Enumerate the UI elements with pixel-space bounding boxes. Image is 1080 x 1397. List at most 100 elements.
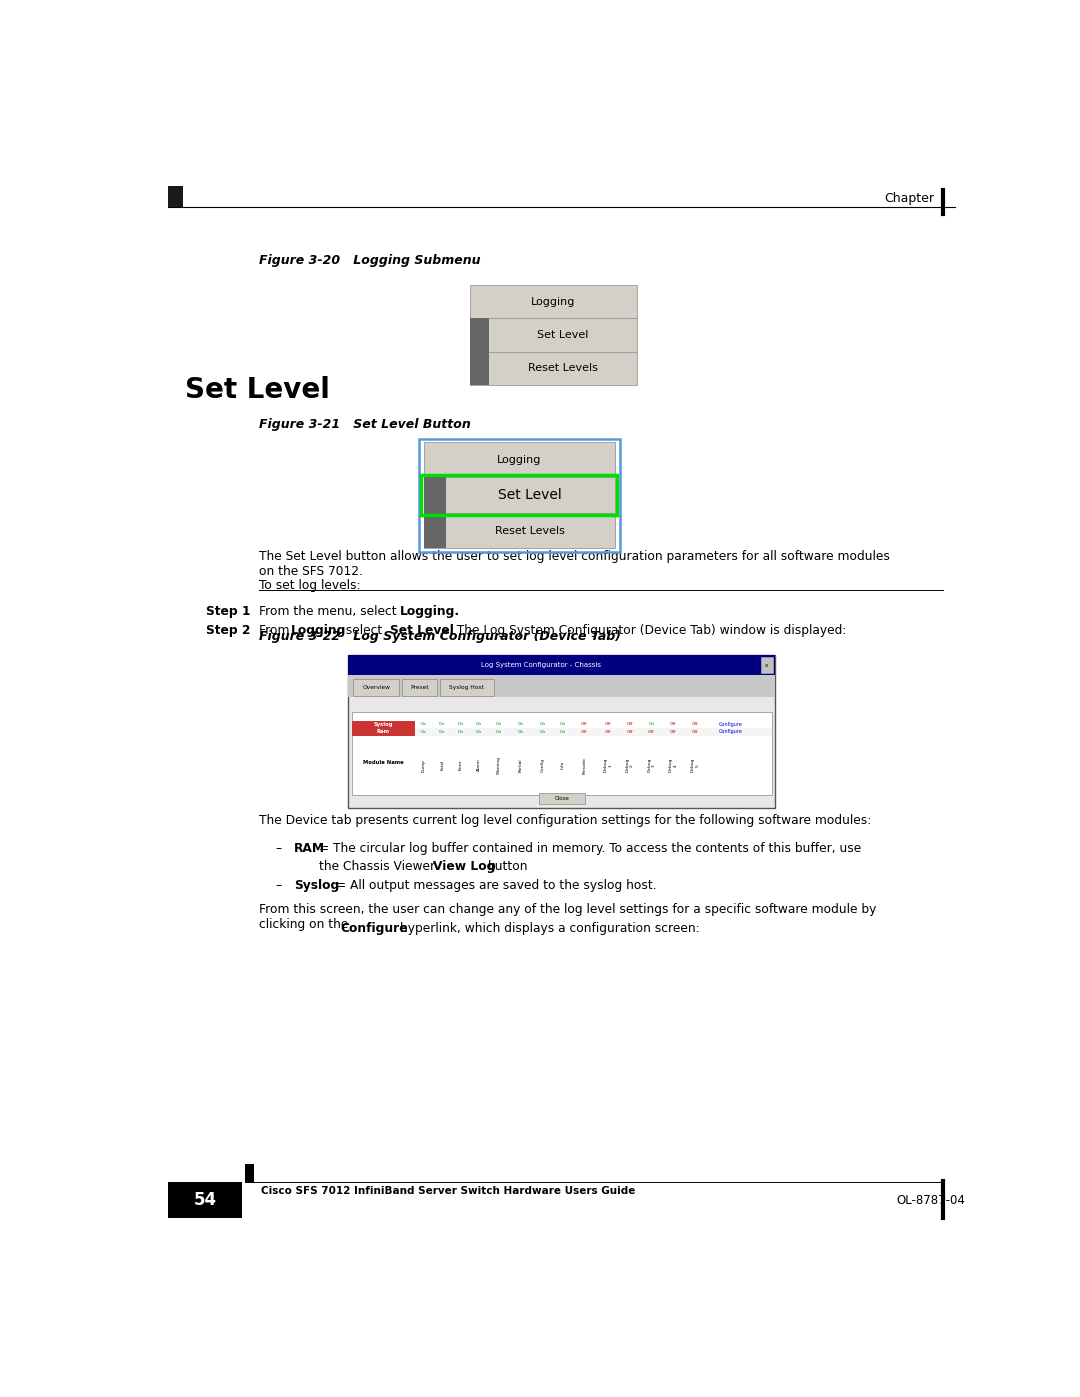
Text: Off: Off [605,729,611,733]
Text: Partial: Partial [518,759,523,773]
Text: Off: Off [605,722,611,726]
Text: Set Level: Set Level [390,623,455,637]
Text: Debug
3: Debug 3 [647,759,656,773]
Text: Off: Off [581,729,588,733]
Text: Logging.: Logging. [400,605,460,619]
Bar [470,319,489,352]
Bar [761,657,773,673]
Text: Preset: Preset [410,685,429,690]
Text: Info: Info [561,761,565,770]
Text: –: – [275,842,282,855]
Text: Logging: Logging [497,454,541,465]
Bar [470,319,637,352]
Bar [245,1164,254,1182]
Text: Step 2: Step 2 [206,623,251,637]
Text: Set Level: Set Level [498,488,562,502]
Bar [470,352,637,386]
Text: Off: Off [626,729,633,733]
Text: Logging: Logging [531,296,576,306]
Text: On: On [496,729,502,733]
Bar [423,513,446,549]
Text: = All output messages are saved to the syslog host.: = All output messages are saved to the s… [336,879,657,891]
Text: On: On [476,722,482,726]
Text: View Log: View Log [433,861,496,873]
Text: Set Level: Set Level [186,376,330,404]
Text: On: On [517,722,524,726]
Bar [352,728,772,736]
Text: . The Log System Configurator (Device Tab) window is displayed:: . The Log System Configurator (Device Ta… [449,623,847,637]
Bar [352,721,772,728]
Text: On: On [517,729,524,733]
Text: On: On [648,722,654,726]
Bar [349,675,775,697]
Text: Logging: Logging [291,623,346,637]
Text: Configure: Configure [719,722,743,726]
Bar [353,679,400,696]
Text: Dump: Dump [422,759,426,771]
Text: The Device tab presents current log level configuration settings for the followi: The Device tab presents current log leve… [259,814,872,827]
Text: button: button [487,861,528,873]
Text: On: On [496,722,502,726]
Text: Module Name: Module Name [363,760,404,764]
Text: The Set Level button allows the user to set log level configuration parameters f: The Set Level button allows the user to … [259,549,890,577]
Text: Off: Off [648,729,654,733]
Text: Syslog: Syslog [374,722,393,726]
Text: Figure 3-22   Log System Configurator (Device Tab): Figure 3-22 Log System Configurator (Dev… [259,630,621,643]
Text: Off: Off [670,722,676,726]
Text: 54: 54 [193,1192,217,1210]
Text: Close: Close [554,796,569,800]
Text: Off: Off [670,729,676,733]
Bar [168,1182,242,1218]
Text: To set log levels:: To set log levels: [259,578,361,591]
Text: Debug
2: Debug 2 [625,759,634,773]
Text: On: On [421,729,427,733]
Text: Reset Levels: Reset Levels [528,363,598,373]
Text: Debug
5: Debug 5 [690,759,699,773]
Text: Configure: Configure [719,729,743,735]
Text: Fatal: Fatal [441,760,444,770]
Text: Log System Configurator - Chassis: Log System Configurator - Chassis [481,662,600,668]
Text: From this screen, the user can change any of the log level settings for a specif: From this screen, the user can change an… [259,904,876,932]
Bar [352,721,415,728]
Bar [349,655,775,807]
Bar [423,478,446,513]
Bar [423,478,615,513]
Text: On: On [440,729,445,733]
Text: Overview: Overview [363,685,390,690]
Text: Configure: Configure [340,922,407,935]
Text: On: On [458,722,463,726]
Text: –: – [275,879,282,891]
Text: Error: Error [459,760,462,770]
Bar [423,441,615,478]
Bar [423,513,615,549]
Text: Warning: Warning [497,756,501,774]
Bar [470,285,637,319]
Text: Figure 3-21   Set Level Button: Figure 3-21 Set Level Button [259,418,471,432]
Text: Figure 3-20   Logging Submenu: Figure 3-20 Logging Submenu [259,254,481,267]
Text: RAM: RAM [294,842,325,855]
Text: Syslog Host: Syslog Host [449,685,484,690]
Text: Debug
1: Debug 1 [604,759,612,773]
Bar [440,679,494,696]
Text: On: On [559,722,566,726]
Text: Step 1: Step 1 [206,605,251,619]
Text: , select: , select [338,623,387,637]
Text: On: On [421,722,427,726]
Bar [539,792,585,805]
Bar [349,655,775,675]
Text: On: On [540,722,545,726]
Text: Off: Off [581,722,588,726]
Text: Off: Off [691,722,699,726]
Text: Set Level: Set Level [538,330,589,339]
Text: On: On [559,729,566,733]
Text: Debug
4: Debug 4 [669,759,677,773]
Bar [402,679,437,696]
Text: On: On [458,729,463,733]
Text: Reset Levels: Reset Levels [496,525,565,535]
Text: From: From [259,623,294,637]
Text: Config: Config [541,759,544,773]
Text: From the menu, select: From the menu, select [259,605,401,619]
Text: On: On [540,729,545,733]
Text: the Chassis Viewer: the Chassis Viewer [320,861,440,873]
Text: Off: Off [626,722,633,726]
